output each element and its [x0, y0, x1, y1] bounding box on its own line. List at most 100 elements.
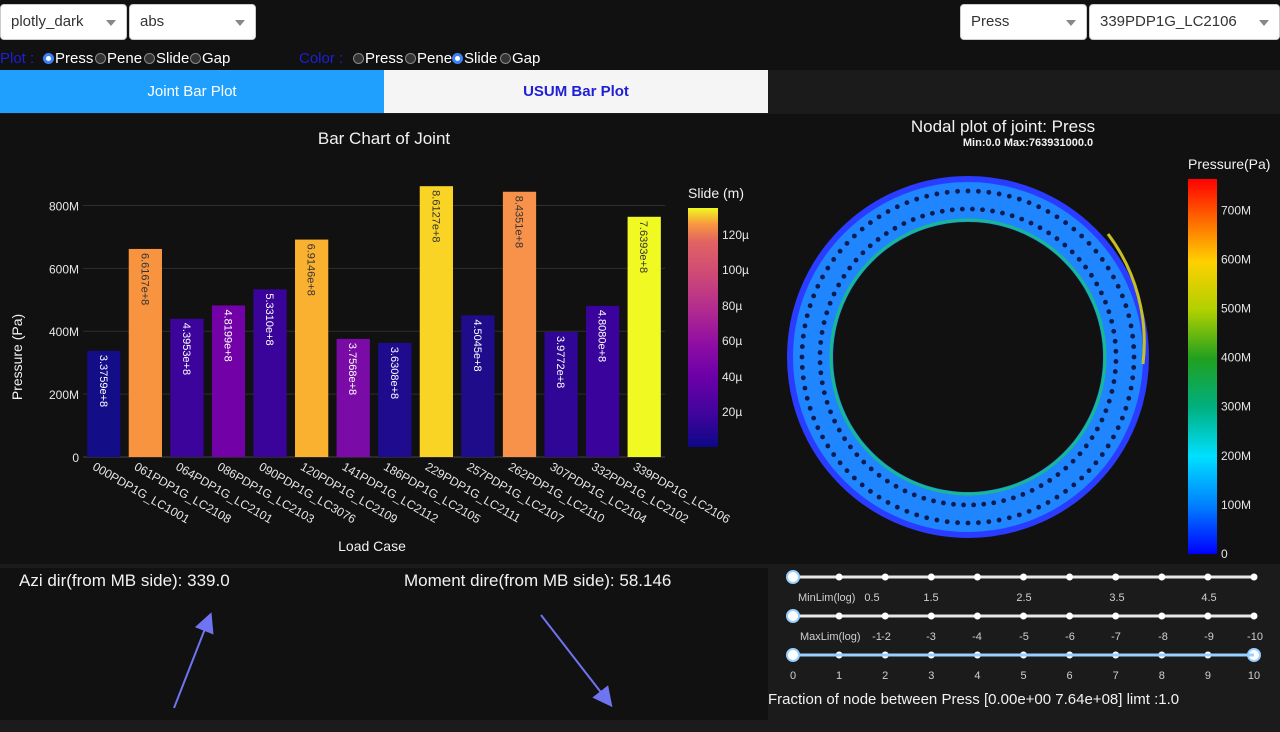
bolt-hole [820, 274, 825, 280]
loadcase-select[interactable]: 339PDP1G_LC2106 [1089, 4, 1280, 40]
bolt-hole [831, 452, 837, 457]
bar-data-label: 7.6393e+8 [637, 221, 649, 273]
bolt-hole [1045, 500, 1051, 505]
theme-select[interactable]: plotly_dark [0, 4, 127, 40]
bolt-hole [819, 330, 825, 335]
bolt-hole [1006, 193, 1012, 199]
bolt-hole [804, 313, 810, 319]
bar[interactable] [627, 216, 661, 457]
quantity-select[interactable]: Press [960, 4, 1087, 40]
bolt-hole [1083, 264, 1088, 270]
nodal-plot[interactable]: Nodal plot of joint: Press Min:0.0 Max:7… [768, 114, 1280, 564]
nodal-subtitle: Min:0.0 Max:763931000.0 [963, 137, 1093, 149]
bar[interactable] [170, 318, 204, 457]
tab-joint-bar-plot[interactable]: Joint Bar Plot [0, 70, 384, 113]
bar[interactable] [461, 315, 495, 457]
slider-handle[interactable] [786, 570, 800, 584]
y-tick-label: 200M [49, 388, 79, 402]
bolt-hole [807, 303, 813, 309]
bolt-hole [815, 425, 821, 431]
bar[interactable] [211, 305, 246, 457]
bar[interactable] [87, 350, 121, 457]
colorbar-tick-label: 500M [1221, 302, 1251, 316]
colorbar-tick-label: 600M [1221, 252, 1251, 266]
slider-mark [973, 573, 981, 581]
slider-tick-label: 1.5 [923, 592, 938, 604]
plot-radio-label: Plot : [0, 50, 35, 67]
loadcase-select-value: 339PDP1G_LC2106 [1100, 13, 1237, 30]
bolt-hole [955, 188, 960, 194]
bolt-hole [1094, 426, 1100, 432]
bolt-hole [799, 344, 805, 349]
bolt-hole [924, 515, 930, 521]
bolt-hole [934, 517, 940, 523]
plot-radio-slide[interactable]: Slide [144, 50, 189, 67]
mode-select-value: abs [140, 13, 165, 30]
plot-radio-press[interactable]: Press [43, 50, 93, 67]
bolt-hole [1103, 408, 1109, 414]
bolt-hole [931, 498, 936, 504]
bar[interactable] [295, 239, 329, 457]
colorbar-tick-label: 700M [1221, 203, 1251, 217]
color-radio-gap[interactable]: Gap [500, 50, 540, 67]
bar[interactable] [253, 289, 287, 457]
bar[interactable] [544, 331, 578, 457]
bolt-hole [920, 213, 926, 219]
color-radio-slide[interactable]: Slide [452, 50, 497, 67]
mode-select[interactable]: abs [129, 4, 256, 40]
bar-chart[interactable]: Bar Chart of Joint 3.3759e+8 6.6167e+8 4.3… [0, 114, 768, 564]
bolt-hole [929, 210, 935, 216]
bolt-hole [817, 350, 823, 355]
bolt-hole [859, 482, 865, 488]
bar[interactable] [128, 248, 162, 457]
bar[interactable] [502, 191, 537, 457]
bolt-hole [802, 385, 808, 391]
bar[interactable] [336, 338, 370, 457]
slider-handle[interactable] [786, 648, 800, 662]
bolt-hole [1123, 303, 1129, 309]
plot-radio-pene[interactable]: Pene [95, 50, 142, 67]
chevron-down-icon [1259, 20, 1269, 26]
tab-usum-bar-plot[interactable]: USUM Bar Plot [384, 70, 768, 113]
slide-colorbar [688, 208, 718, 447]
max-limit-slider[interactable]: -1 -2 -3 -4 -5 -6 -7 -8 -9 -10 [786, 609, 1263, 643]
bolt-hole [1112, 338, 1118, 344]
y-axis-title: Pressure (Pa) [9, 314, 25, 400]
bar[interactable] [378, 342, 412, 457]
bolt-hole [827, 300, 833, 306]
bolt-hole [837, 248, 843, 254]
slider-mark [1158, 612, 1166, 620]
slider-handle[interactable] [786, 609, 800, 623]
bar[interactable] [586, 305, 620, 457]
color-radio-pene[interactable]: Pene [405, 50, 452, 67]
bar[interactable] [419, 186, 453, 457]
bolt-hole [1126, 313, 1132, 319]
bolt-hole [831, 291, 837, 297]
colorbar-tick-label: 100µ [722, 263, 749, 277]
bolt-hole [1105, 265, 1111, 271]
plot-radio-gap[interactable]: Gap [190, 50, 230, 67]
bar-chart-panel: Bar Chart of Joint 3.3759e+8 6.6167e+8 4.3… [0, 114, 768, 564]
bolt-hole [818, 370, 824, 376]
radio-option-label: Press [365, 50, 404, 67]
bar-data-label: 4.5045e+8 [471, 319, 483, 371]
fraction-slider[interactable]: 0 1 2 3 4 5 6 7 8 9 10 [786, 648, 1261, 682]
bolt-hole [1093, 460, 1099, 466]
bolt-hole [1016, 512, 1022, 518]
min-limit-slider[interactable]: 0.5 1.5 2.5 3.5 4.5 [786, 570, 1258, 604]
bolt-hole [1062, 242, 1068, 248]
slider-tick-label: 1 [836, 670, 842, 682]
bolt-hole [1131, 365, 1137, 370]
bolt-hole [911, 492, 917, 498]
slider-tick-label: 6 [1067, 670, 1073, 682]
slide-colorbar-title: Slide (m) [688, 185, 744, 201]
bolt-hole [1045, 209, 1051, 214]
bolt-hole [1111, 328, 1117, 334]
slider-tick-label: 2 [882, 670, 888, 682]
bar-data-label: 6.9146e+8 [305, 244, 317, 296]
bolt-hole [991, 500, 997, 506]
color-radio-press[interactable]: Press [353, 50, 403, 67]
bolt-hole [1063, 465, 1069, 471]
min-limit-label: MinLim(log) [798, 592, 855, 604]
bolt-hole [921, 495, 927, 501]
